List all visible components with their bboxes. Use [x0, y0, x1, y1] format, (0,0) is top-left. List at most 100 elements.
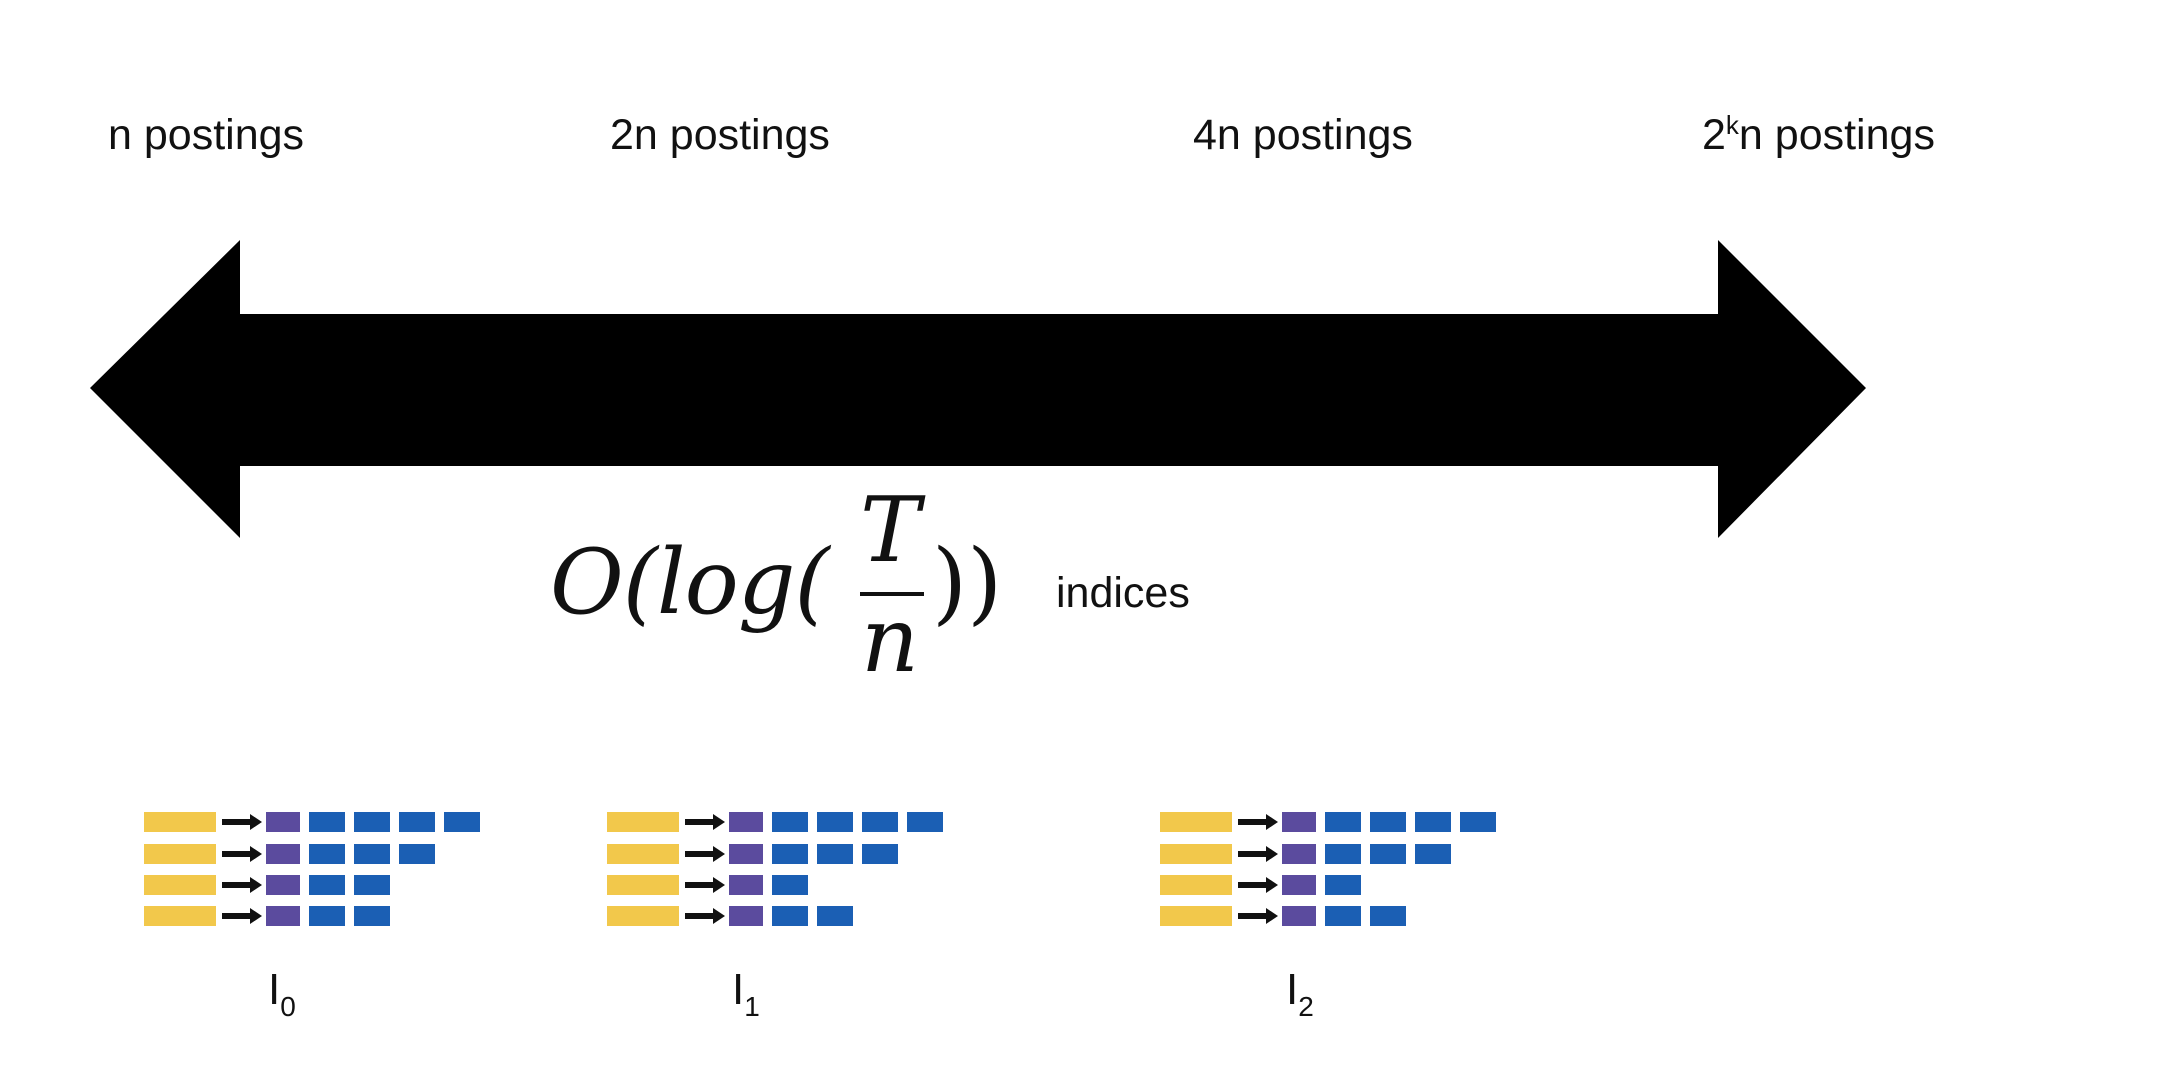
pointer-arrow-head	[713, 908, 725, 924]
index-name-2-base: I	[1286, 965, 1299, 1014]
pointer-arrow-head	[250, 908, 262, 924]
posting-cell	[1370, 906, 1406, 926]
index-name-2: I2	[1286, 965, 1314, 1021]
pointer-arrow-head	[250, 814, 262, 830]
term-cell	[144, 906, 216, 926]
term-cell	[607, 875, 679, 895]
term-cell	[607, 812, 679, 832]
formula-fraction: T n	[850, 478, 930, 708]
postings-label-3-suffix: n postings	[1738, 111, 1935, 159]
formula-numerator: T	[859, 478, 921, 583]
pointer-arrow-line	[685, 913, 713, 919]
term-cell	[144, 844, 216, 864]
posting-cell	[1370, 812, 1406, 832]
formula-denominator: n	[861, 588, 919, 693]
complexity-formula: O(log( T n ))	[550, 478, 1010, 708]
pointer-arrow-line	[1238, 819, 1266, 825]
pointer-cell	[1282, 875, 1316, 895]
pointer-arrow-head	[713, 814, 725, 830]
pointer-cell	[1282, 812, 1316, 832]
posting-cell	[1415, 844, 1451, 864]
posting-cell	[772, 906, 808, 926]
term-cell	[144, 812, 216, 832]
postings-label-0-text: n postings	[108, 111, 305, 159]
pointer-cell	[729, 906, 763, 926]
postings-label-0: n postings	[108, 114, 304, 157]
posting-cell	[354, 875, 390, 895]
index-name-1: I1	[732, 965, 760, 1021]
pointer-arrow-line	[1238, 851, 1266, 857]
posting-cell	[1370, 844, 1406, 864]
term-cell	[1160, 812, 1232, 832]
posting-cell	[1325, 906, 1361, 926]
pointer-arrow-line	[1238, 882, 1266, 888]
pointer-cell	[266, 875, 300, 895]
arrow-shape	[90, 240, 1866, 538]
posting-cell	[817, 906, 853, 926]
pointer-arrow-head	[713, 877, 725, 893]
term-cell	[607, 906, 679, 926]
pointer-arrow-line	[222, 819, 250, 825]
posting-cell	[309, 844, 345, 864]
posting-cell	[444, 812, 480, 832]
postings-label-2: 4n postings	[1193, 114, 1413, 157]
pointer-arrow-line	[222, 913, 250, 919]
pointer-arrow-line	[685, 882, 713, 888]
pointer-cell	[1282, 906, 1316, 926]
pointer-cell	[729, 844, 763, 864]
posting-cell	[399, 844, 435, 864]
postings-label-3-sup: k	[1725, 110, 1739, 140]
posting-cell	[1325, 844, 1361, 864]
index-name-0: I0	[268, 968, 296, 1021]
posting-cell	[1415, 812, 1451, 832]
posting-cell	[862, 812, 898, 832]
posting-cell	[1460, 812, 1496, 832]
term-cell	[1160, 875, 1232, 895]
pointer-arrow-head	[1266, 908, 1278, 924]
pointer-cell	[266, 844, 300, 864]
pointer-arrow-head	[250, 877, 262, 893]
posting-cell	[772, 844, 808, 864]
pointer-arrow-head	[250, 846, 262, 862]
posting-cell	[309, 906, 345, 926]
index-name-1-sub: 1	[744, 991, 760, 1022]
posting-cell	[354, 906, 390, 926]
term-cell	[607, 844, 679, 864]
posting-cell	[817, 844, 853, 864]
pointer-arrow-head	[1266, 814, 1278, 830]
pointer-arrow-line	[222, 851, 250, 857]
term-cell	[1160, 844, 1232, 864]
pointer-arrow-head	[713, 846, 725, 862]
postings-label-2-text: 4n postings	[1193, 111, 1413, 159]
posting-cell	[399, 812, 435, 832]
pointer-cell	[266, 812, 300, 832]
posting-cell	[772, 875, 808, 895]
postings-label-3-prefix: 2	[1702, 111, 1726, 159]
indices-label: indices	[1056, 569, 1190, 617]
posting-cell	[309, 875, 345, 895]
pointer-cell	[729, 875, 763, 895]
posting-cell	[862, 844, 898, 864]
index-group-1	[607, 812, 967, 952]
postings-label-3: 2kn postings	[1702, 111, 1935, 159]
fraction-bar	[860, 592, 924, 596]
pointer-arrow-line	[685, 851, 713, 857]
pointer-arrow-line	[1238, 913, 1266, 919]
posting-cell	[907, 812, 943, 832]
pointer-arrow-head	[1266, 877, 1278, 893]
posting-cell	[817, 812, 853, 832]
pointer-cell	[729, 812, 763, 832]
index-name-1-base: I	[732, 965, 745, 1014]
pointer-cell	[266, 906, 300, 926]
posting-cell	[354, 844, 390, 864]
index-name-2-sub: 2	[1298, 991, 1314, 1022]
pointer-cell	[1282, 844, 1316, 864]
index-name-0-sub: 0	[280, 991, 296, 1022]
posting-cell	[1325, 875, 1361, 895]
postings-label-1: 2n postings	[610, 114, 830, 157]
posting-cell	[1325, 812, 1361, 832]
pointer-arrow-line	[222, 882, 250, 888]
formula-suffix: ))	[932, 530, 1003, 635]
postings-label-1-text: 2n postings	[610, 111, 830, 159]
